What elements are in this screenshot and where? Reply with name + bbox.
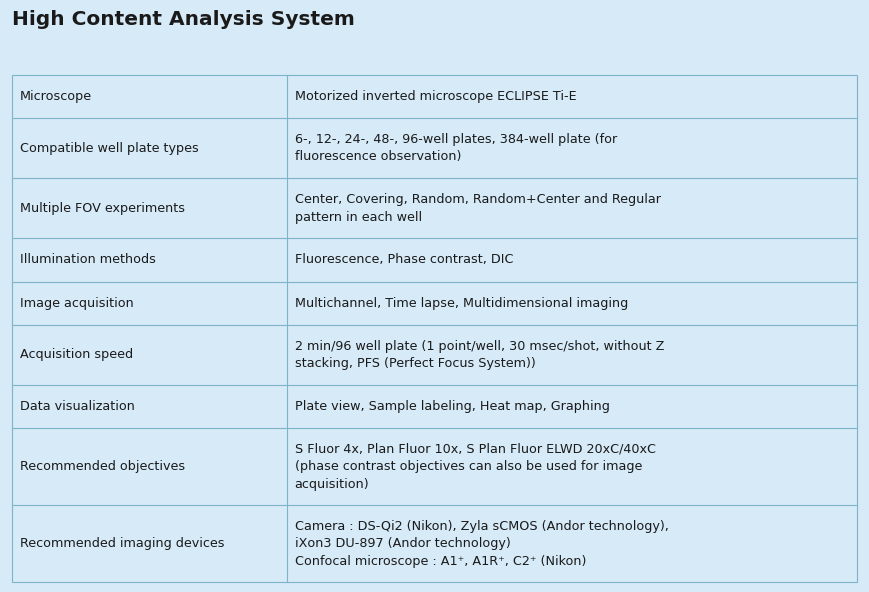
Text: Illumination methods: Illumination methods — [20, 253, 156, 266]
Text: Acquisition speed: Acquisition speed — [20, 348, 133, 361]
Text: Fluorescence, Phase contrast, DIC: Fluorescence, Phase contrast, DIC — [295, 253, 513, 266]
Text: Image acquisition: Image acquisition — [20, 297, 134, 310]
Text: Plate view, Sample labeling, Heat map, Graphing: Plate view, Sample labeling, Heat map, G… — [295, 400, 609, 413]
Text: Multichannel, Time lapse, Multidimensional imaging: Multichannel, Time lapse, Multidimension… — [295, 297, 628, 310]
Text: 6-, 12-, 24-, 48-, 96-well plates, 384-well plate (for
fluorescence observation): 6-, 12-, 24-, 48-, 96-well plates, 384-w… — [295, 133, 617, 163]
Text: S Fluor 4x, Plan Fluor 10x, S Plan Fluor ELWD 20xC/40xC
(phase contrast objectiv: S Fluor 4x, Plan Fluor 10x, S Plan Fluor… — [295, 442, 655, 491]
Text: Camera : DS-Qi2 (Nikon), Zyla sCMOS (Andor technology),
iXon3 DU-897 (Andor tech: Camera : DS-Qi2 (Nikon), Zyla sCMOS (And… — [295, 520, 668, 568]
Bar — [12, 75, 857, 582]
Text: Recommended objectives: Recommended objectives — [20, 460, 185, 473]
Text: Center, Covering, Random, Random+Center and Regular
pattern in each well: Center, Covering, Random, Random+Center … — [295, 193, 660, 224]
Text: Multiple FOV experiments: Multiple FOV experiments — [20, 202, 185, 215]
Text: 2 min/96 well plate (1 point/well, 30 msec/shot, without Z
stacking, PFS (Perfec: 2 min/96 well plate (1 point/well, 30 ms… — [295, 340, 664, 370]
Text: Motorized inverted microscope ECLIPSE Ti-E: Motorized inverted microscope ECLIPSE Ti… — [295, 90, 576, 103]
Text: Compatible well plate types: Compatible well plate types — [20, 141, 199, 155]
Text: Recommended imaging devices: Recommended imaging devices — [20, 537, 224, 550]
Text: Microscope: Microscope — [20, 90, 92, 103]
Text: High Content Analysis System: High Content Analysis System — [12, 10, 355, 29]
Text: Data visualization: Data visualization — [20, 400, 135, 413]
